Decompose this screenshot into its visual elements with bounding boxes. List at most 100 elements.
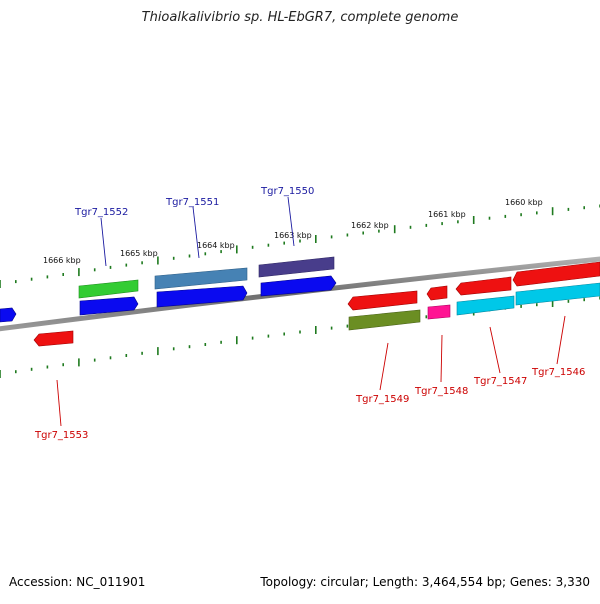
minor-tick [267, 334, 270, 338]
minor-tick [457, 220, 459, 224]
gene-feature-blue[interactable] [156, 285, 248, 308]
major-tick [78, 358, 80, 367]
bottom-gene-labels: Tgr7_1553 Tgr7_1549 Tgr7_1548 Tgr7_1547 … [34, 367, 585, 441]
gene-feature-cyan[interactable] [456, 295, 515, 316]
scale-label: 1662 kbp [351, 221, 389, 230]
minor-tick [15, 370, 17, 374]
minor-tick [93, 268, 96, 272]
scale-label: 1666 kbp [43, 256, 81, 265]
major-tick [236, 336, 238, 345]
gene-label[interactable]: Tgr7_1553 [34, 430, 88, 441]
gene-feature-pink[interactable] [427, 304, 451, 320]
minor-tick [93, 358, 96, 362]
gene-feature-steelblue[interactable] [154, 267, 248, 290]
major-tick [315, 326, 317, 334]
gene-feature-red[interactable] [426, 285, 448, 301]
top-gene-labels: Tgr7_1552 Tgr7_1551 Tgr7_1550 [74, 186, 314, 218]
minor-tick [30, 367, 33, 371]
major-tick [0, 280, 1, 288]
minor-tick [109, 356, 112, 360]
minor-tick [425, 223, 428, 227]
minor-tick [567, 207, 570, 211]
minor-tick [188, 254, 191, 258]
gene-feature-red[interactable] [33, 330, 74, 347]
label-connector [379, 342, 389, 391]
label-connector [56, 379, 62, 427]
minor-tick [141, 261, 143, 265]
major-tick [551, 207, 554, 216]
gene-feature-red[interactable] [455, 276, 512, 296]
gene-feature-cyan[interactable] [515, 282, 600, 306]
minor-tick [172, 347, 175, 351]
minor-tick [204, 252, 207, 256]
bottom-label-connectors [56, 315, 566, 427]
gene-label[interactable]: Tgr7_1551 [165, 197, 219, 208]
minor-tick [567, 299, 570, 303]
minor-tick [30, 277, 33, 281]
gene-feature-blue[interactable] [0, 307, 17, 323]
scale-label: 1665 kbp [120, 249, 158, 258]
gene-feature-green[interactable] [78, 279, 139, 299]
minor-tick [536, 211, 538, 215]
major-tick [236, 245, 238, 254]
major-tick [551, 299, 554, 307]
minor-tick [330, 326, 333, 330]
gene-label[interactable]: Tgr7_1547 [473, 376, 527, 387]
gene-feature-blue[interactable] [79, 296, 139, 316]
major-tick [315, 235, 317, 243]
features-outer-row [78, 256, 600, 311]
minor-tick [283, 332, 285, 336]
gene-label[interactable]: Tgr7_1550 [260, 186, 314, 197]
label-connector [440, 334, 443, 383]
minor-tick [220, 250, 222, 254]
minor-tick [220, 340, 222, 344]
minor-tick [188, 345, 191, 349]
minor-tick [441, 222, 443, 226]
minor-tick [15, 280, 17, 284]
minor-tick [267, 243, 270, 247]
scale-label: 1660 kbp [505, 198, 543, 207]
top-label-connectors [100, 196, 295, 267]
minor-tick [378, 229, 380, 233]
minor-tick [346, 324, 349, 328]
minor-tick [283, 241, 285, 245]
label-connector [100, 217, 107, 267]
major-tick [157, 347, 159, 356]
gene-feature-blue[interactable] [260, 275, 337, 297]
major-tick [157, 256, 159, 265]
gene-label[interactable]: Tgr7_1546 [531, 367, 585, 378]
label-connector [192, 206, 200, 259]
gene-feature-slate[interactable] [258, 256, 335, 278]
label-connector [556, 315, 566, 365]
minor-tick [520, 213, 522, 217]
gene-feature-olive[interactable] [348, 309, 421, 331]
minor-tick [251, 245, 254, 249]
minor-tick [62, 273, 64, 276]
label-connector [287, 196, 295, 247]
major-tick [0, 370, 1, 378]
features-inner-row [0, 275, 600, 347]
minor-tick [204, 343, 207, 346]
minor-tick [109, 265, 112, 269]
gene-feature-red[interactable] [512, 261, 600, 287]
minor-tick [504, 214, 507, 218]
minor-tick [141, 351, 143, 355]
major-tick [78, 268, 80, 277]
gene-label[interactable]: Tgr7_1552 [74, 207, 128, 218]
minor-tick [251, 336, 254, 340]
minor-tick [46, 365, 49, 369]
map-title: Thioalkalivibrio sp. HL-EbGR7, complete … [141, 10, 459, 25]
minor-tick [125, 354, 128, 357]
minor-tick [583, 206, 585, 210]
gene-label[interactable]: Tgr7_1548 [414, 386, 468, 397]
minor-tick [330, 235, 333, 239]
minor-tick [125, 263, 128, 267]
minor-tick [46, 275, 49, 279]
gene-feature-red[interactable] [347, 290, 418, 311]
gene-label[interactable]: Tgr7_1549 [355, 394, 409, 405]
minor-tick [62, 363, 64, 367]
minor-tick [346, 233, 349, 237]
minor-tick [299, 239, 301, 243]
